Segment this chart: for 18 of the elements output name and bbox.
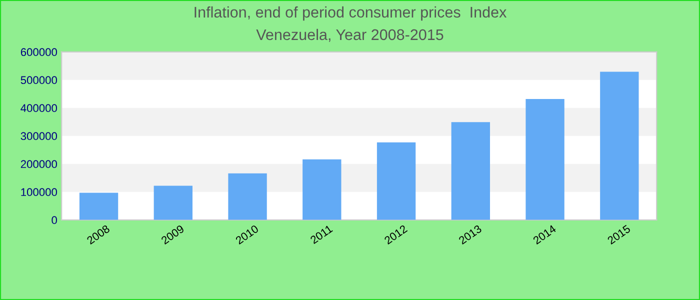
y-tick-label: 500000 (20, 76, 58, 84)
bar (79, 192, 118, 220)
bar (526, 98, 564, 220)
bar (600, 72, 639, 220)
y-tick-label: 300000 (20, 132, 58, 140)
chart-title: Inflation, end of period consumer prices Index (194, 6, 507, 21)
bar (302, 159, 342, 220)
y-tick-label: 0 (52, 216, 57, 224)
y-tick-label: 100000 (21, 188, 58, 196)
y-tick-label: 400000 (20, 104, 58, 112)
chart-subtitle: Venezuela, Year 2008-2015 (256, 28, 444, 42)
y-tick-label: 600000 (20, 48, 58, 56)
y-tick-label: 200000 (20, 160, 58, 168)
x-tick-label: 2011 (310, 224, 333, 244)
bar (451, 122, 490, 220)
bar (376, 142, 416, 220)
bar (228, 173, 267, 220)
bar (154, 186, 192, 220)
